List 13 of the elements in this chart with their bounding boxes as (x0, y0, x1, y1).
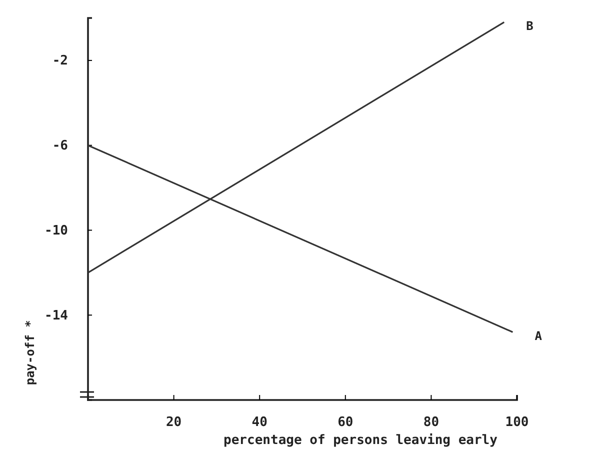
y-tick-label: -6 (52, 138, 68, 154)
y-tick-label: -14 (44, 308, 68, 324)
series-label: A (534, 329, 543, 344)
x-tick-label: 60 (338, 415, 354, 430)
x-tick-label: 100 (505, 415, 529, 430)
series-label: B (526, 19, 534, 34)
x-tick-label: 20 (166, 415, 182, 430)
y-axis-title: pay-off * (23, 320, 37, 386)
x-axis-title: percentage of persons leaving early (224, 433, 498, 448)
x-tick-label: 80 (423, 415, 440, 430)
x-tick-label: 40 (252, 415, 268, 430)
y-tick-label: -2 (52, 54, 68, 69)
y-tick-label: -10 (44, 223, 68, 238)
